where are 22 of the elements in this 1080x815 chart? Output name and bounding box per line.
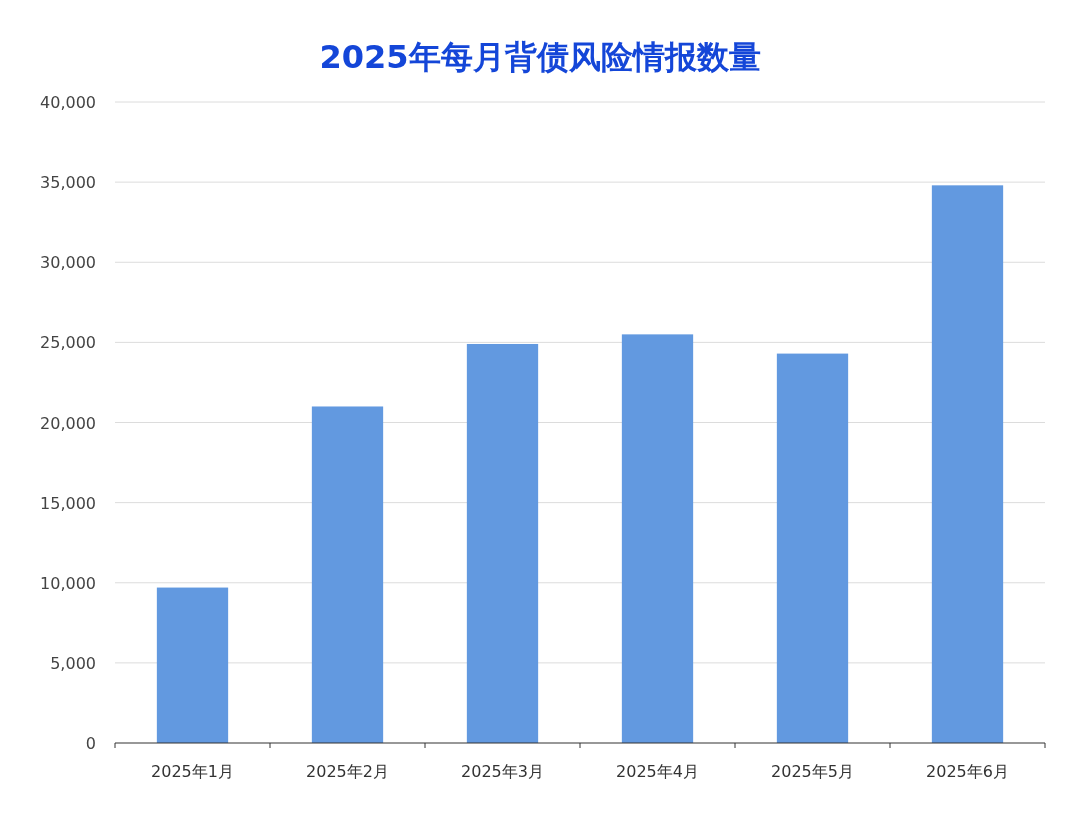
bar bbox=[156, 587, 229, 743]
y-tick-label: 0 bbox=[85, 734, 96, 753]
y-tick-label: 40,000 bbox=[40, 93, 96, 112]
bar bbox=[621, 334, 694, 743]
bar bbox=[311, 406, 384, 743]
y-tick-label: 5,000 bbox=[50, 653, 96, 673]
x-tick-label: 2025年6月 bbox=[926, 762, 1009, 781]
y-tick-label: 20,000 bbox=[40, 413, 96, 433]
y-tick-label: 15,000 bbox=[40, 493, 96, 513]
y-tick-label: 25,000 bbox=[40, 333, 96, 353]
chart-title: 2025年每月背债风险情报数量 bbox=[319, 38, 761, 76]
bar bbox=[466, 343, 539, 743]
y-tick-label: 10,000 bbox=[40, 573, 96, 593]
bar bbox=[776, 353, 849, 743]
x-tick-label: 2025年4月 bbox=[616, 762, 699, 781]
x-tick-label: 2025年2月 bbox=[306, 762, 389, 781]
x-tick-label: 2025年3月 bbox=[461, 762, 544, 781]
bar bbox=[931, 185, 1004, 743]
x-tick-label: 2025年5月 bbox=[771, 762, 854, 781]
y-tick-label: 35,000 bbox=[40, 173, 96, 193]
x-tick-label: 2025年1月 bbox=[151, 762, 234, 781]
y-tick-label: 30,000 bbox=[40, 253, 96, 273]
